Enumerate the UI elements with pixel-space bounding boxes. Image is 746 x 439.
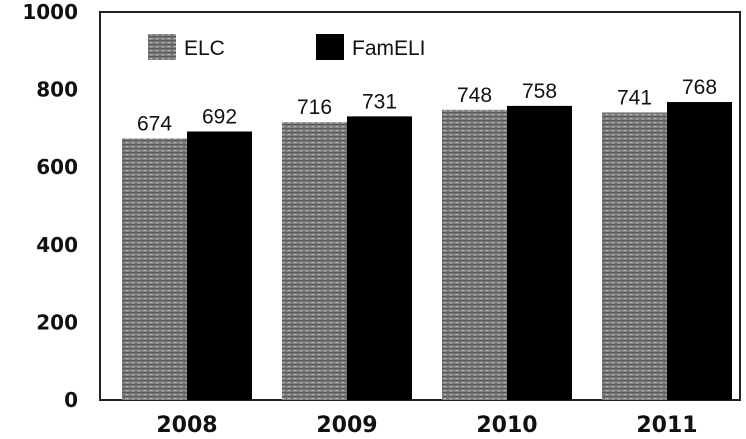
data-label-elc-2011: 741 (617, 86, 652, 109)
bar-elc-2009 (282, 122, 347, 400)
x-tick-label: 2009 (316, 413, 377, 438)
x-axis: 2008 2009 2010 2011 (156, 413, 697, 438)
y-tick-label: 600 (36, 155, 78, 179)
data-labels: 674 692 716 731 748 758 741 768 (137, 76, 717, 135)
y-tick-label: 0 (64, 388, 78, 412)
y-tick-label: 1000 (22, 0, 78, 24)
legend-label-elc: ELC (184, 37, 225, 60)
bar-elc-2010 (442, 109, 507, 400)
data-label-fameli-2011: 768 (682, 76, 717, 99)
legend-swatch-fameli (316, 34, 344, 60)
data-label-fameli-2008: 692 (202, 106, 237, 129)
bar-fameli-2008 (187, 131, 252, 400)
y-tick-label: 400 (36, 233, 78, 257)
data-label-elc-2010: 748 (457, 84, 492, 107)
x-tick-label: 2008 (156, 413, 217, 438)
data-label-fameli-2009: 731 (362, 90, 397, 113)
bar-fameli-2011 (667, 102, 732, 401)
legend-swatch-elc (148, 34, 176, 60)
bar-fameli-2010 (507, 105, 572, 401)
bar-fameli-2009 (347, 116, 412, 400)
bar-elc-2008 (122, 138, 187, 400)
y-tick-label: 800 (36, 78, 78, 102)
data-label-elc-2009: 716 (297, 96, 332, 119)
y-tick-label: 200 (36, 310, 78, 334)
bar-elc-2011 (602, 112, 667, 400)
x-tick-label: 2011 (636, 413, 697, 438)
bars (122, 102, 732, 401)
legend: ELC FamELI (148, 34, 426, 60)
x-tick-label: 2010 (476, 413, 537, 438)
legend-label-fameli: FamELI (352, 37, 426, 60)
data-label-elc-2008: 674 (137, 112, 172, 135)
data-label-fameli-2010: 758 (522, 80, 557, 103)
y-axis: 0 200 400 600 800 1000 (22, 0, 78, 412)
